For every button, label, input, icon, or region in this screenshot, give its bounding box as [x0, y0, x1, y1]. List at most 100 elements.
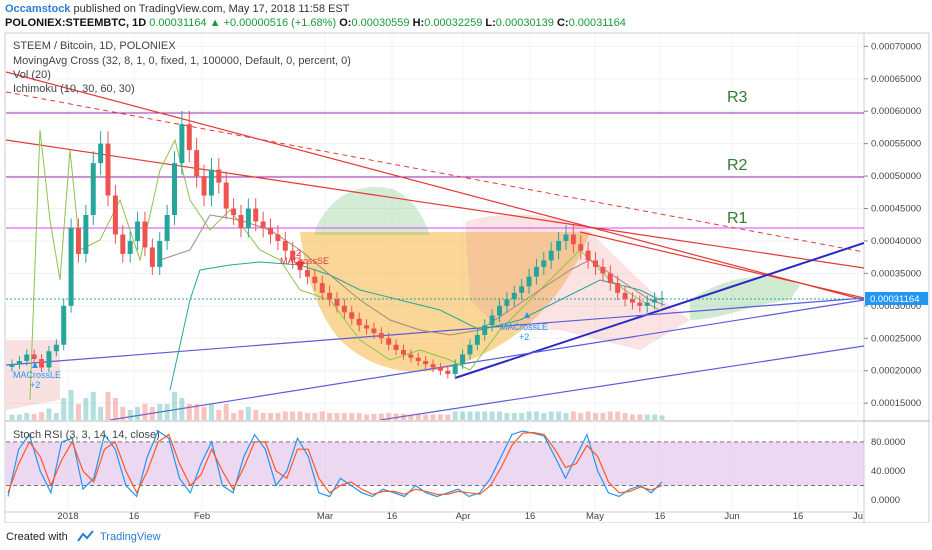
candle-body[interactable] — [112, 195, 118, 235]
candle-body[interactable] — [275, 234, 281, 241]
legend-stoch-rsi[interactable]: Stoch RSI (3, 3, 14, 14, close) — [13, 429, 160, 441]
candle-body[interactable] — [371, 328, 377, 334]
candle-body[interactable] — [437, 367, 443, 371]
candle-body[interactable] — [142, 221, 148, 248]
candle-body[interactable] — [607, 273, 613, 284]
legend-vol[interactable]: Vol (20) — [13, 69, 51, 81]
candle-body[interactable] — [356, 318, 362, 326]
candle-body[interactable] — [533, 266, 539, 277]
candle-body[interactable] — [245, 208, 251, 228]
candle-body[interactable] — [519, 286, 525, 293]
candlestick-series[interactable] — [9, 111, 665, 379]
candle-body[interactable] — [282, 240, 288, 251]
candle-body[interactable] — [585, 250, 591, 261]
resistance-trendline-1[interactable] — [6, 71, 864, 301]
tradingview-brand-link[interactable]: TradingView — [100, 531, 161, 543]
support-trendline-main[interactable] — [454, 242, 864, 379]
candle-body[interactable] — [53, 344, 59, 352]
candle-body[interactable] — [194, 150, 200, 177]
candle-body[interactable] — [31, 354, 37, 360]
candle-body[interactable] — [120, 234, 126, 254]
candle-body[interactable] — [186, 124, 192, 151]
candle-body[interactable] — [253, 208, 259, 222]
candle-body[interactable] — [378, 333, 384, 339]
candle-body[interactable] — [637, 302, 643, 306]
candle-body[interactable] — [415, 357, 421, 361]
candle-body[interactable] — [208, 169, 214, 196]
candle-body[interactable] — [231, 208, 237, 215]
candle-body[interactable] — [341, 305, 347, 313]
candle-body[interactable] — [578, 244, 584, 251]
candle-body[interactable] — [474, 335, 480, 345]
candle-body[interactable] — [9, 364, 15, 367]
candle-body[interactable] — [24, 354, 30, 361]
candle-body[interactable] — [629, 299, 635, 303]
candle-body[interactable] — [349, 312, 355, 319]
candle-body[interactable] — [319, 283, 325, 293]
time-axis[interactable]: 2018 16 Feb Mar 16 Apr 16 May 16 Jun 16 Ju — [57, 511, 863, 522]
candle-body[interactable] — [334, 299, 340, 306]
candle-body[interactable] — [659, 298, 665, 300]
candle-body[interactable] — [260, 221, 266, 228]
candle-body[interactable] — [622, 292, 628, 300]
candle-body[interactable] — [172, 163, 177, 215]
candle-body[interactable] — [127, 240, 133, 254]
candle-body[interactable] — [157, 240, 163, 267]
candle-body[interactable] — [98, 143, 104, 164]
price-axis[interactable]: 0.00070000 0.00065000 0.00060000 0.00055000… — [864, 41, 921, 409]
candle-body[interactable] — [238, 214, 244, 228]
candle-body[interactable] — [223, 182, 229, 209]
candle-body[interactable] — [179, 124, 185, 164]
candle-body[interactable] — [75, 227, 81, 254]
candle-body[interactable] — [548, 250, 554, 261]
candle-body[interactable] — [386, 338, 392, 345]
candle-body[interactable] — [216, 169, 222, 183]
candle-body[interactable] — [164, 214, 170, 241]
author-link[interactable]: Occamstock — [5, 3, 71, 15]
candle-body[interactable] — [408, 354, 414, 358]
candle-body[interactable] — [46, 351, 52, 368]
support-trendline-1[interactable] — [6, 297, 864, 366]
legend-ichimoku[interactable]: Ichimoku (10, 30, 60, 30) — [13, 83, 135, 95]
candle-body[interactable] — [83, 214, 89, 254]
candle-body[interactable] — [39, 359, 45, 368]
candle-body[interactable] — [135, 221, 141, 241]
candle-body[interactable] — [445, 370, 451, 374]
candle-body[interactable] — [90, 163, 96, 215]
candle-body[interactable] — [563, 234, 569, 241]
resistance-trendline-3[interactable] — [579, 231, 864, 299]
support-trendline-3[interactable] — [379, 345, 864, 420]
candle-body[interactable] — [652, 299, 658, 303]
candle-body[interactable] — [526, 276, 532, 287]
legend-title[interactable]: STEEM / Bitcoin, 1D, POLONIEX — [13, 40, 176, 52]
candle-body[interactable] — [460, 354, 466, 365]
resistance-trendline-dashed[interactable] — [6, 91, 864, 253]
candle-body[interactable] — [61, 305, 67, 345]
candle-body[interactable] — [268, 227, 274, 235]
candle-body[interactable] — [400, 349, 406, 355]
candle-body[interactable] — [68, 227, 74, 306]
candle-body[interactable] — [105, 143, 111, 196]
support-trendline-2[interactable] — [109, 299, 864, 420]
candle-body[interactable] — [201, 176, 207, 196]
candle-body[interactable] — [511, 292, 517, 300]
legend-ma-cross[interactable]: MovingAvg Cross (32, 8, 1, 0, fixed, 1, … — [13, 55, 351, 67]
candle-body[interactable] — [482, 325, 488, 336]
candle-body[interactable] — [149, 247, 155, 267]
candle-body[interactable] — [497, 305, 502, 316]
candle-body[interactable] — [393, 344, 399, 350]
candle-body[interactable] — [452, 364, 458, 374]
candle-body[interactable] — [570, 234, 576, 245]
candle-body[interactable] — [430, 364, 436, 368]
candle-body[interactable] — [556, 240, 562, 251]
resistance-trendline-2[interactable] — [6, 139, 864, 269]
candle-body[interactable] — [304, 270, 310, 277]
candle-body[interactable] — [467, 344, 473, 355]
candle-body[interactable] — [541, 260, 547, 267]
candle-body[interactable] — [600, 266, 606, 274]
candle-body[interactable] — [312, 276, 318, 284]
candle-body[interactable] — [504, 299, 510, 306]
candle-body[interactable] — [615, 283, 621, 293]
candle-body[interactable] — [327, 292, 333, 300]
